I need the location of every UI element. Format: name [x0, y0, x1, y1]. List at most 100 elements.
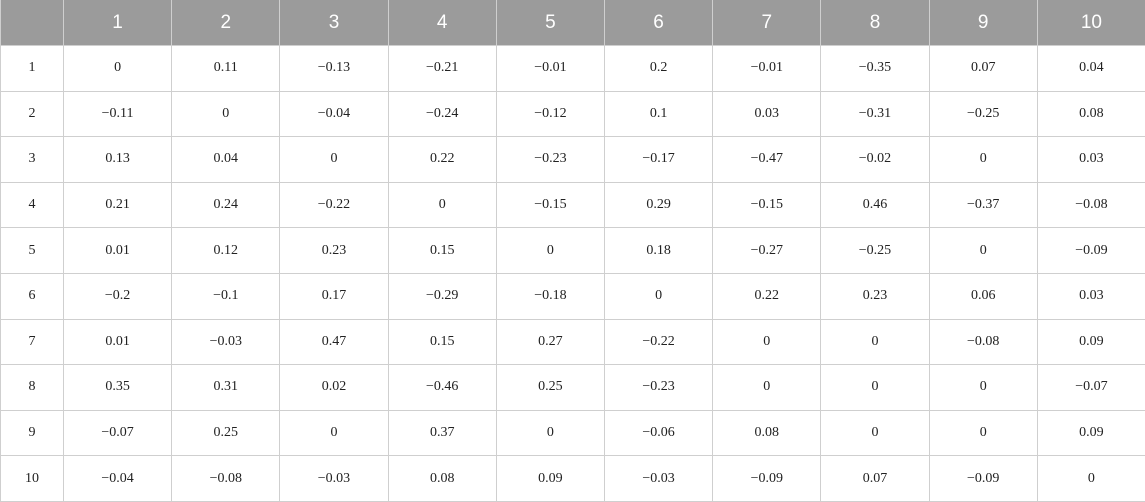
- row-label: 8: [1, 365, 63, 410]
- table-cell: 0.08: [388, 456, 496, 501]
- table-cell: 0.09: [1037, 410, 1145, 456]
- table-cell: −0.09: [1037, 228, 1145, 273]
- table-cell: 0.29: [604, 182, 713, 228]
- table-cell: −0.2: [64, 273, 172, 319]
- table-cell: 0.04: [172, 137, 280, 182]
- table-cell: 0.31: [172, 365, 280, 410]
- table-cell: −0.15: [496, 182, 604, 228]
- table-cell: 0.2: [604, 46, 713, 91]
- table-cell: −0.18: [496, 273, 604, 319]
- table-cell: 0.03: [1037, 137, 1145, 182]
- table-cell: 0.35: [64, 365, 172, 410]
- table-cell: −0.04: [64, 456, 172, 501]
- table-cell: −0.07: [64, 410, 172, 456]
- table-cell: 0.25: [172, 410, 280, 456]
- column-header: 2: [172, 0, 280, 45]
- table-cell: 0: [604, 273, 713, 319]
- table-cell: 0.23: [821, 273, 929, 319]
- table-cell: 0.21: [64, 182, 172, 228]
- column-header: 1: [64, 0, 172, 45]
- table-cell: −0.1: [172, 273, 280, 319]
- table-cell: 0.01: [64, 228, 172, 273]
- table-cell: 0.04: [1037, 46, 1145, 91]
- table-cell: −0.29: [388, 273, 496, 319]
- table-cell: 0.09: [496, 456, 604, 501]
- table-cell: 0: [172, 91, 280, 137]
- table-cell: −0.01: [713, 46, 821, 91]
- corner-cell: [1, 0, 63, 45]
- table-cell: 0: [496, 228, 604, 273]
- row-label: 10: [1, 456, 63, 501]
- table-cell: 0.12: [172, 228, 280, 273]
- row-label: 3: [1, 137, 63, 182]
- table-cell: 0.01: [64, 319, 172, 365]
- column-header: 5: [496, 0, 604, 45]
- row-label: 9: [1, 410, 63, 456]
- table-cell: −0.09: [929, 456, 1037, 501]
- table-cell: −0.08: [929, 319, 1037, 365]
- table-cell: −0.01: [496, 46, 604, 91]
- table-cell: 0.23: [280, 228, 388, 273]
- table-cell: −0.09: [713, 456, 821, 501]
- table-cell: 0: [496, 410, 604, 456]
- table-cell: 0.15: [388, 228, 496, 273]
- table-cell: 0.22: [713, 273, 821, 319]
- table-cell: −0.23: [496, 137, 604, 182]
- table-cell: 0.03: [1037, 273, 1145, 319]
- table-cell: 0: [821, 319, 929, 365]
- row-label: 2: [1, 91, 63, 137]
- table-cell: 0.15: [388, 319, 496, 365]
- table-cell: −0.47: [713, 137, 821, 182]
- table-cell: −0.22: [604, 319, 713, 365]
- table-cell: 0: [64, 46, 172, 91]
- table-cell: 0: [280, 410, 388, 456]
- table-cell: 0: [929, 365, 1037, 410]
- table-cell: 0.07: [929, 46, 1037, 91]
- table-cell: −0.25: [929, 91, 1037, 137]
- table-cell: 0.08: [713, 410, 821, 456]
- table-cell: 0.08: [1037, 91, 1145, 137]
- table-cell: 0: [821, 365, 929, 410]
- table-cell: −0.12: [496, 91, 604, 137]
- table-cell: 0.27: [496, 319, 604, 365]
- column-header: 4: [388, 0, 496, 45]
- table-cell: 0.47: [280, 319, 388, 365]
- table-cell: −0.46: [388, 365, 496, 410]
- table-cell: −0.04: [280, 91, 388, 137]
- table-cell: −0.02: [821, 137, 929, 182]
- table-cell: −0.03: [280, 456, 388, 501]
- column-header: 10: [1037, 0, 1145, 45]
- column-header: 8: [821, 0, 929, 45]
- column-header: 6: [604, 0, 713, 45]
- row-label: 1: [1, 46, 63, 91]
- table-cell: 0.25: [496, 365, 604, 410]
- table-cell: 0.03: [713, 91, 821, 137]
- table-cell: 0: [929, 137, 1037, 182]
- table-cell: −0.27: [713, 228, 821, 273]
- table-cell: 0: [929, 410, 1037, 456]
- table-cell: 0.24: [172, 182, 280, 228]
- table-cell: 0: [929, 228, 1037, 273]
- table-cell: 0: [821, 410, 929, 456]
- table-cell: −0.31: [821, 91, 929, 137]
- table-cell: −0.03: [172, 319, 280, 365]
- table-cell: −0.06: [604, 410, 713, 456]
- row-label: 4: [1, 182, 63, 228]
- table-cell: −0.35: [821, 46, 929, 91]
- table-cell: −0.15: [713, 182, 821, 228]
- table-cell: 0.02: [280, 365, 388, 410]
- table-cell: −0.08: [1037, 182, 1145, 228]
- column-header: 9: [929, 0, 1037, 45]
- row-label: 6: [1, 273, 63, 319]
- table-cell: 0.17: [280, 273, 388, 319]
- table-cell: 0.06: [929, 273, 1037, 319]
- table-cell: 0: [280, 137, 388, 182]
- table-cell: 0.46: [821, 182, 929, 228]
- row-label: 5: [1, 228, 63, 273]
- table-cell: 0.09: [1037, 319, 1145, 365]
- table-cell: 0: [713, 319, 821, 365]
- table-cell: 0.37: [388, 410, 496, 456]
- table-cell: −0.25: [821, 228, 929, 273]
- table-cell: 0.11: [172, 46, 280, 91]
